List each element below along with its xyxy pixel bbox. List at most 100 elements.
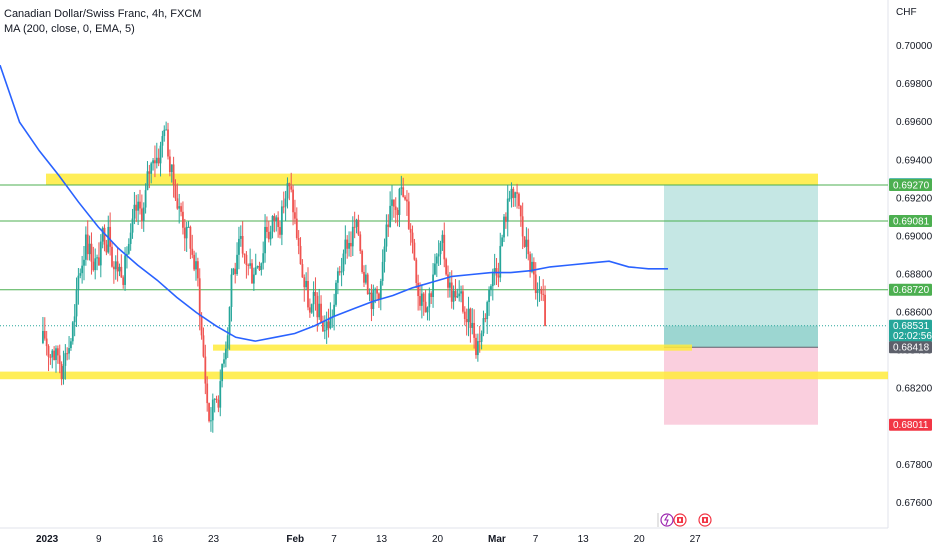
candle-body (484, 318, 487, 320)
candle (180, 202, 182, 217)
candle-body (230, 274, 233, 307)
y-tick-label: 0.67800 (896, 460, 932, 471)
candle-body (475, 337, 477, 356)
x-tick-label: Mar (488, 534, 506, 545)
candle (185, 221, 188, 252)
price-tag-bg (889, 319, 932, 342)
candle-body (392, 199, 395, 207)
y-tick-label: 0.69000 (896, 231, 932, 242)
candle (232, 267, 235, 276)
candle (238, 226, 240, 270)
candle-body (116, 261, 119, 272)
candle (62, 350, 65, 385)
candle (295, 207, 298, 240)
candle-body (503, 216, 505, 238)
candle-body (103, 227, 106, 245)
candle (249, 248, 252, 269)
candle (335, 280, 337, 307)
candle-body (536, 290, 539, 294)
candle (66, 347, 69, 361)
candle (286, 177, 289, 209)
candle (114, 255, 117, 280)
candle (51, 349, 54, 369)
candle-body (98, 257, 100, 266)
candle (215, 395, 218, 403)
candle-body (534, 274, 537, 294)
candle (406, 190, 408, 216)
candle-body (88, 243, 91, 255)
candle (230, 268, 233, 322)
candle-body (193, 254, 196, 270)
candle-body (378, 293, 380, 300)
candle-body (361, 250, 364, 272)
candle-body (439, 242, 442, 255)
candle-body (167, 129, 169, 157)
candle-body (348, 242, 350, 249)
candle-body (432, 274, 434, 297)
candle (98, 242, 100, 266)
candle-body (154, 160, 156, 164)
candle-body (422, 293, 425, 302)
candle (422, 292, 425, 316)
candle-body (364, 274, 367, 283)
price-tag: 0.68418 (889, 341, 932, 354)
candle-body (198, 278, 201, 317)
candle (510, 182, 513, 208)
candle-body (495, 268, 498, 276)
candle (58, 344, 61, 374)
candle (402, 177, 405, 198)
candle-body (473, 322, 476, 338)
candle (387, 214, 390, 237)
candle-body (196, 261, 199, 279)
candle-body (142, 207, 145, 222)
candle-body (409, 228, 412, 233)
candle-body (413, 242, 416, 260)
candle (398, 187, 401, 228)
candle-body (176, 198, 179, 209)
candle (94, 248, 97, 280)
candle-body (131, 218, 134, 233)
candle (467, 296, 470, 337)
candle (183, 218, 186, 252)
candle-body (368, 292, 371, 295)
candle-body (372, 290, 375, 310)
candle (376, 285, 378, 301)
candle-body (407, 201, 410, 229)
candle-body (510, 188, 513, 199)
price-tag-bg (889, 283, 932, 296)
candle-body (111, 246, 113, 267)
candle-body (465, 319, 468, 323)
candle-body (112, 266, 115, 270)
candle (329, 302, 332, 330)
candle-body (126, 253, 128, 256)
candle (195, 252, 197, 281)
x-tick-label: 2023 (36, 534, 59, 545)
candle-body (109, 226, 112, 247)
candle-body (333, 304, 336, 317)
candle-body (206, 383, 209, 404)
candle-body (542, 293, 545, 295)
candle-body (357, 219, 360, 235)
candle (86, 220, 89, 261)
candle-body (544, 294, 546, 326)
candle-body (238, 238, 240, 255)
candle (288, 182, 291, 201)
candle (432, 263, 434, 308)
candle-body (374, 288, 377, 291)
candle (428, 287, 431, 321)
candle-body (295, 218, 298, 239)
candle-body (180, 206, 182, 212)
candle (303, 274, 306, 302)
candle (135, 194, 138, 222)
candle (499, 232, 502, 283)
candle-body (292, 189, 294, 213)
candle (127, 238, 130, 255)
candle (260, 262, 263, 276)
candle (516, 183, 518, 209)
candle-body (105, 244, 108, 253)
candle-body (58, 355, 61, 364)
candle-body (307, 280, 309, 308)
candle-body (350, 242, 352, 247)
candle (338, 266, 341, 276)
